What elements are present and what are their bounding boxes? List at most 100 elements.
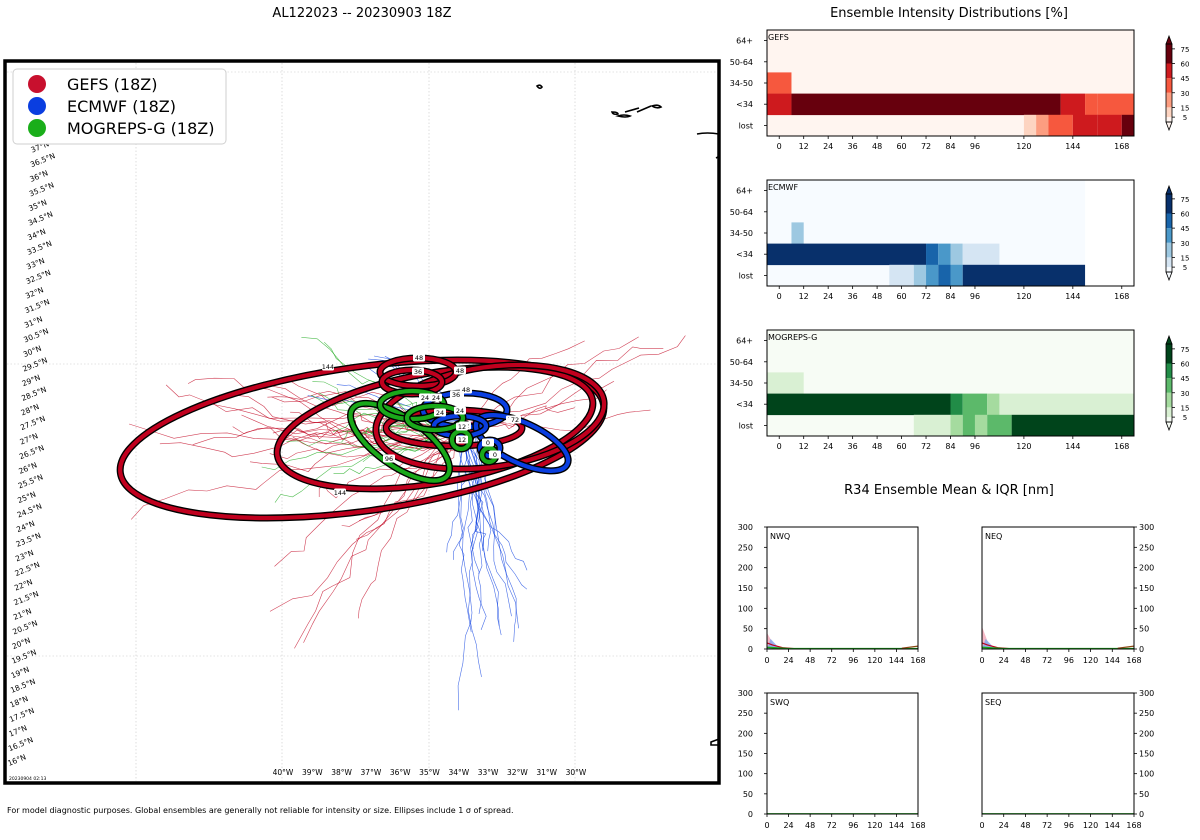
r34-seq-panel: SEQ 0 50 100 150 200 250 300 0 24 48 72 96 120 144 168 <box>979 689 1154 830</box>
lon-label: 37°W <box>361 768 382 777</box>
colorbar-tick-label: 45 <box>1181 75 1190 83</box>
r34-y-label: 150 <box>738 750 753 759</box>
heatmap-y-label: lost <box>739 421 753 430</box>
heatmap-cell <box>767 243 927 266</box>
heatmap-x-label: 84 <box>945 442 955 451</box>
r34-y-label: 200 <box>1139 564 1154 573</box>
heatmap-cell <box>987 393 1000 416</box>
heatmap-x-label: 0 <box>777 142 782 151</box>
heatmap-x-label: 84 <box>945 142 955 151</box>
lat-label: 22°N <box>13 577 34 592</box>
ellipse-hour-label: 12 <box>456 422 468 431</box>
r34-y-label: 100 <box>1139 604 1154 613</box>
heatmap-y-label: 64+ <box>736 187 753 196</box>
heatmap-y-label: 64+ <box>736 337 753 346</box>
r34-y-label: 50 <box>1139 790 1149 799</box>
heatmap-cell <box>767 393 951 416</box>
coastline <box>535 84 721 746</box>
heatmap-cell <box>1097 114 1122 137</box>
ecmwf-intensity-heatmap: ECMWF 64+ 50-64 34-50 <34 lost 0 12 24 36 48 60 72 84… <box>730 179 1190 301</box>
ensemble-track <box>460 426 517 642</box>
r34-y-label: 150 <box>1139 584 1154 593</box>
heatmap-x-label: 120 <box>1016 142 1031 151</box>
lon-label: 38°W <box>331 768 352 777</box>
r34-x-label: 24 <box>783 656 793 665</box>
colorbar-tick-label: 75 <box>1181 196 1190 204</box>
ellipse <box>373 362 607 472</box>
lat-label: 20°N <box>11 636 32 651</box>
legend-marker-gefs <box>28 75 46 93</box>
r34-x-label: 120 <box>867 656 882 665</box>
ellipse-hour-label: 0 <box>489 450 501 459</box>
r34-x-label: 24 <box>999 656 1009 665</box>
lat-label: 23°N <box>14 548 35 563</box>
heatmap-cell <box>950 393 963 416</box>
lon-label: 39°W <box>302 768 323 777</box>
colorbar-tick-label: 45 <box>1181 375 1190 383</box>
r34-x-label: 24 <box>783 821 793 830</box>
legend: GEFS (18Z) ECMWF (18Z) MOGREPS-G (18Z) <box>12 68 227 145</box>
lat-label: 31°N <box>23 314 44 329</box>
heatmap-y-label: 50-64 <box>730 58 753 67</box>
heatmap-cell <box>791 222 804 244</box>
r34-y-label: 0 <box>1139 645 1144 654</box>
heatmap-x-label: 120 <box>1016 442 1031 451</box>
heatmap-cell <box>913 414 951 437</box>
track-map: 1441444836721248362404836247212962424120… <box>3 59 721 785</box>
ellipse-hour-label: 24 <box>430 393 442 402</box>
ellipse-hour-label: 48 <box>454 366 466 375</box>
r34-y-label: 100 <box>738 604 753 613</box>
heatmap-x-label: 168 <box>1114 292 1129 301</box>
lat-label: 25°N <box>16 490 37 505</box>
r34-y-label: 250 <box>1139 709 1154 718</box>
gefs-intensity-heatmap: GEFS 64+ 50-64 34-50 <34 lost 0 12 24 36 48 60 72 84 9… <box>730 29 1190 151</box>
r34-x-label: 144 <box>1105 656 1120 665</box>
heatmap-cell <box>1011 414 1134 437</box>
colorbar-tick-label: 5 <box>1183 414 1187 422</box>
legend-label-ecmwf: ECMWF (18Z) <box>67 97 176 116</box>
colorbar-tick-label: 60 <box>1181 361 1190 369</box>
ellipse-hour-label: 36 <box>450 390 462 399</box>
mean-line <box>1117 645 1135 649</box>
r34-x-label: 120 <box>1083 656 1098 665</box>
colorbar-tick-label: 75 <box>1181 346 1190 354</box>
heatmap-cell <box>889 264 914 287</box>
colorbar-tick-label: 60 <box>1181 61 1190 69</box>
lon-label: 36°W <box>390 768 411 777</box>
svg-text:24: 24 <box>456 407 464 415</box>
svg-text:12: 12 <box>458 436 466 444</box>
colorbar-tick-label: 5 <box>1183 264 1187 272</box>
heatmap-cell <box>1036 114 1049 137</box>
svg-text:0: 0 <box>486 439 490 447</box>
r34-y-label: 100 <box>738 770 753 779</box>
colorbar-tick-label: 15 <box>1181 404 1190 412</box>
r34-x-label: 120 <box>1083 821 1098 830</box>
ellipse-hour-label: 48 <box>413 353 425 362</box>
ellipse-hour-label: 0 <box>482 438 494 447</box>
r34-y-label: 0 <box>748 645 753 654</box>
r34-y-label: 50 <box>743 625 753 634</box>
heatmap-cell <box>767 93 792 116</box>
ellipse <box>404 403 466 433</box>
r34-x-label: 120 <box>867 821 882 830</box>
heatmap-cell <box>1097 93 1134 116</box>
heatmap-y-label: <34 <box>736 250 753 259</box>
heatmap-y-label: <34 <box>736 100 753 109</box>
ensemble-track <box>341 439 456 527</box>
svg-text:24: 24 <box>432 394 440 402</box>
lat-label: 33°N <box>25 256 46 271</box>
legend-label-gefs: GEFS (18Z) <box>67 75 157 94</box>
colorbar-tick-label: 30 <box>1181 90 1190 98</box>
r34-x-label: 96 <box>848 821 858 830</box>
lat-label: 24°N <box>15 519 36 534</box>
ellipse-hour-label: 96 <box>383 454 395 463</box>
svg-text:36: 36 <box>452 391 460 399</box>
r34-x-label: 72 <box>827 656 837 665</box>
r34-x-label: 144 <box>889 656 904 665</box>
map-frame <box>3 59 721 785</box>
r34-x-label: 96 <box>1064 821 1074 830</box>
heatmap-x-label: 168 <box>1114 442 1129 451</box>
lat-label: 18°N <box>9 694 30 709</box>
ensemble-track <box>358 439 456 619</box>
